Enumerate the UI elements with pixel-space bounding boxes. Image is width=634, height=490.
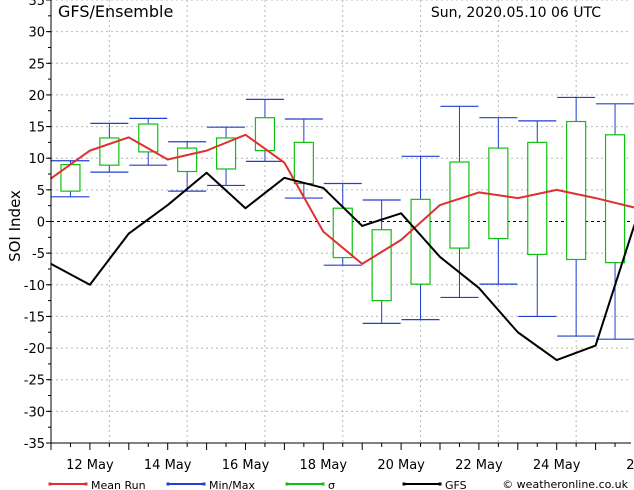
sigma-box <box>604 134 626 264</box>
ensemble-box <box>323 182 362 266</box>
sigma-box <box>527 141 548 256</box>
gfs-point <box>128 232 130 235</box>
ensemble-box <box>401 155 440 321</box>
y-tick-label: 20 <box>28 89 45 104</box>
y-tick-label: 25 <box>28 57 45 72</box>
legend-item: Mean Run <box>48 479 146 490</box>
ensemble-box <box>440 105 479 299</box>
y-tick-label: -25 <box>24 374 45 389</box>
gfs-point <box>322 187 325 189</box>
gfs-point <box>205 171 208 174</box>
x-tick-label: 12 May <box>66 458 114 473</box>
x-tick-label: 26 <box>626 458 634 473</box>
ensemble-box <box>518 120 557 318</box>
axes <box>46 0 631 450</box>
gfs-line <box>50 171 634 362</box>
sigma-box <box>410 198 431 285</box>
mean-run-point <box>322 230 325 233</box>
ensemble-box <box>479 117 518 285</box>
y-axis-label: SOI Index <box>6 190 24 262</box>
gfs-point <box>283 177 286 179</box>
gfs-point <box>555 359 558 361</box>
x-tick-label: 14 May <box>144 458 192 473</box>
y-tick-label: 30 <box>28 26 45 41</box>
y-tick-label: -15 <box>24 310 45 325</box>
mean-run-point <box>594 197 597 199</box>
legend-label: Mean Run <box>91 479 146 490</box>
chart-title: GFS/Ensemble <box>58 2 173 21</box>
y-tick-label: -20 <box>24 342 45 357</box>
x-tick-label: 20 May <box>377 458 425 473</box>
legend-label: GFS <box>445 479 467 490</box>
y-tick-label: -30 <box>24 405 45 420</box>
mean-run-point <box>555 189 558 191</box>
sigma-box <box>332 207 353 259</box>
ensemble-boxes <box>51 96 634 340</box>
y-tick-label: -10 <box>24 279 45 294</box>
mean-run-point <box>439 204 441 206</box>
y-tick-label: 5 <box>37 184 45 199</box>
legend-item: GFS <box>402 479 467 490</box>
x-tick-label: 18 May <box>300 458 348 473</box>
mean-run-point <box>517 197 519 199</box>
sigma-box <box>449 161 470 249</box>
ensemble-box <box>557 96 596 337</box>
y-tick-label: 10 <box>28 152 45 167</box>
mean-run-point <box>283 161 286 164</box>
y-tick-label: -35 <box>24 437 45 452</box>
mean-run-point <box>400 239 402 241</box>
y-tick-label: 35 <box>28 0 45 9</box>
mean-run-point <box>478 191 480 194</box>
legend-item: σ <box>285 479 335 490</box>
chart-date: Sun, 2020.05.10 06 UTC <box>431 5 601 21</box>
legend-swatch-dot <box>84 482 88 486</box>
sigma-box <box>566 120 587 261</box>
mean-run-point <box>128 136 130 139</box>
legend-swatch-dot <box>202 482 206 486</box>
credit-text: © weatheronline.co.uk <box>502 478 628 490</box>
mean-run-point <box>361 263 364 265</box>
mean-run-point <box>244 133 247 136</box>
gfs-point <box>89 283 91 286</box>
y-tick-label: 15 <box>28 121 45 136</box>
mean-run-point <box>166 158 169 161</box>
ensemble-box <box>362 199 401 324</box>
gfs-point <box>361 225 364 227</box>
sigma-box <box>293 141 314 185</box>
gfs-point <box>244 207 247 210</box>
mean-run-line <box>50 133 634 265</box>
legend: Mean Run Min/Max σ GFS <box>48 479 467 490</box>
legend-label: Min/Max <box>209 479 255 490</box>
sigma-box <box>177 147 198 173</box>
ensemble-box <box>245 98 284 162</box>
legend-swatch-dot <box>48 482 52 486</box>
legend-swatch-dot <box>285 482 289 486</box>
gfs-point <box>400 212 402 215</box>
legend-swatch-dot <box>166 482 170 486</box>
x-tick-label: 22 May <box>455 458 503 473</box>
y-tick-labels: 35 30 25 20 15 10 5 0 -5 -10 -15 -20 -25 -30 -35 <box>24 0 45 452</box>
legend-swatch-dot <box>321 482 325 486</box>
mean-run-point <box>205 149 208 152</box>
sigma-box <box>371 229 392 302</box>
gfs-point <box>478 287 480 289</box>
x-tick-label: 16 May <box>222 458 270 473</box>
gfs-point <box>517 331 519 334</box>
legend-swatch-dot <box>438 482 442 486</box>
legend-item: Min/Max <box>166 479 255 490</box>
gfs-point <box>594 344 597 347</box>
series-lines <box>50 133 634 362</box>
legend-label: σ <box>328 479 335 490</box>
x-tick-labels: 12 May 14 May 16 May 18 May 20 May 22 May 24 M… <box>66 458 634 473</box>
legend-swatch-dot <box>402 482 406 486</box>
gfs-point <box>166 204 169 206</box>
gfs-point <box>439 256 441 258</box>
mean-run-point <box>89 149 91 152</box>
ensemble-box <box>596 103 634 340</box>
x-tick-label: 24 May <box>533 458 581 473</box>
y-tick-label: -5 <box>32 247 45 262</box>
y-tick-label: 0 <box>37 216 45 231</box>
sigma-box <box>254 117 276 152</box>
